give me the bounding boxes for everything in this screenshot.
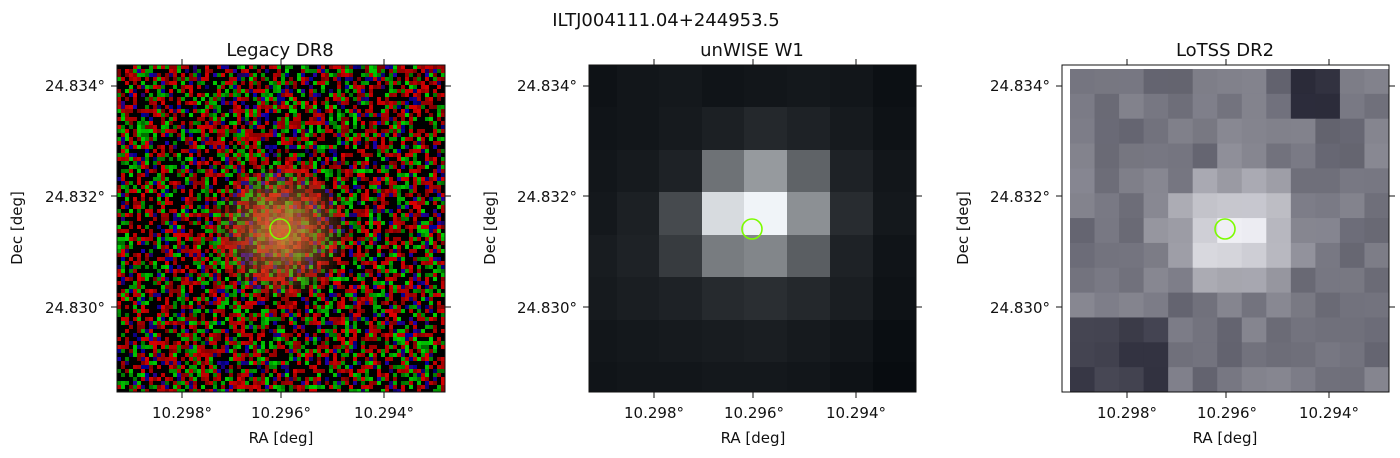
panel-title: Legacy DR8 xyxy=(226,40,333,61)
tick-marks xyxy=(583,59,922,398)
panel-image xyxy=(117,65,445,392)
y-axis-label: Dec [deg] xyxy=(8,191,26,265)
y-tick-label: 24.830° xyxy=(517,299,577,317)
y-tick-label: 24.832° xyxy=(517,188,577,206)
y-tick-label: 24.834° xyxy=(45,77,105,95)
y-axis-label: Dec [deg] xyxy=(954,191,972,265)
y-tick-label: 24.834° xyxy=(517,77,577,95)
x-tick-label: 10.296° xyxy=(251,404,311,422)
y-tick-label: 24.830° xyxy=(990,299,1050,317)
x-tick-label: 10.296° xyxy=(1197,404,1257,422)
panel-title: LoTSS DR2 xyxy=(1176,40,1274,61)
y-tick-label: 24.830° xyxy=(45,299,105,317)
panel-image xyxy=(1062,65,1390,393)
x-tick-label: 10.298° xyxy=(1097,404,1157,422)
x-tick-label: 10.298° xyxy=(624,404,684,422)
figure-title: ILTJ004111.04+244953.5 xyxy=(552,10,779,31)
source-marker xyxy=(741,218,763,240)
panel-legacy-dr8: Legacy DR8 10.298° 10.296° 10.294° 24.83… xyxy=(8,40,451,447)
x-axis-label: RA [deg] xyxy=(721,429,786,447)
source-marker xyxy=(1214,218,1236,240)
x-tick-label: 10.294° xyxy=(1299,404,1359,422)
x-axis-label: RA [deg] xyxy=(249,429,314,447)
panel-title: unWISE W1 xyxy=(700,40,804,61)
x-tick-label: 10.294° xyxy=(354,404,414,422)
tick-marks xyxy=(111,59,451,398)
y-axis-label: Dec [deg] xyxy=(481,191,499,265)
source-marker xyxy=(269,218,291,240)
panel-lotss-dr2: LoTSS DR2 10.298° 10.296° 10.294° 24.834… xyxy=(954,40,1395,447)
panel-unwise-w1: unWISE W1 10.298° 10.296° 10.294° 24.834… xyxy=(481,40,922,447)
x-tick-label: 10.294° xyxy=(826,404,886,422)
y-tick-label: 24.832° xyxy=(990,188,1050,206)
x-tick-label: 10.296° xyxy=(724,404,784,422)
y-tick-label: 24.832° xyxy=(45,188,105,206)
tick-marks xyxy=(1056,59,1395,398)
x-tick-label: 10.298° xyxy=(152,404,212,422)
x-axis-label: RA [deg] xyxy=(1193,429,1258,447)
y-tick-label: 24.834° xyxy=(990,77,1050,95)
panel-image xyxy=(589,65,916,392)
